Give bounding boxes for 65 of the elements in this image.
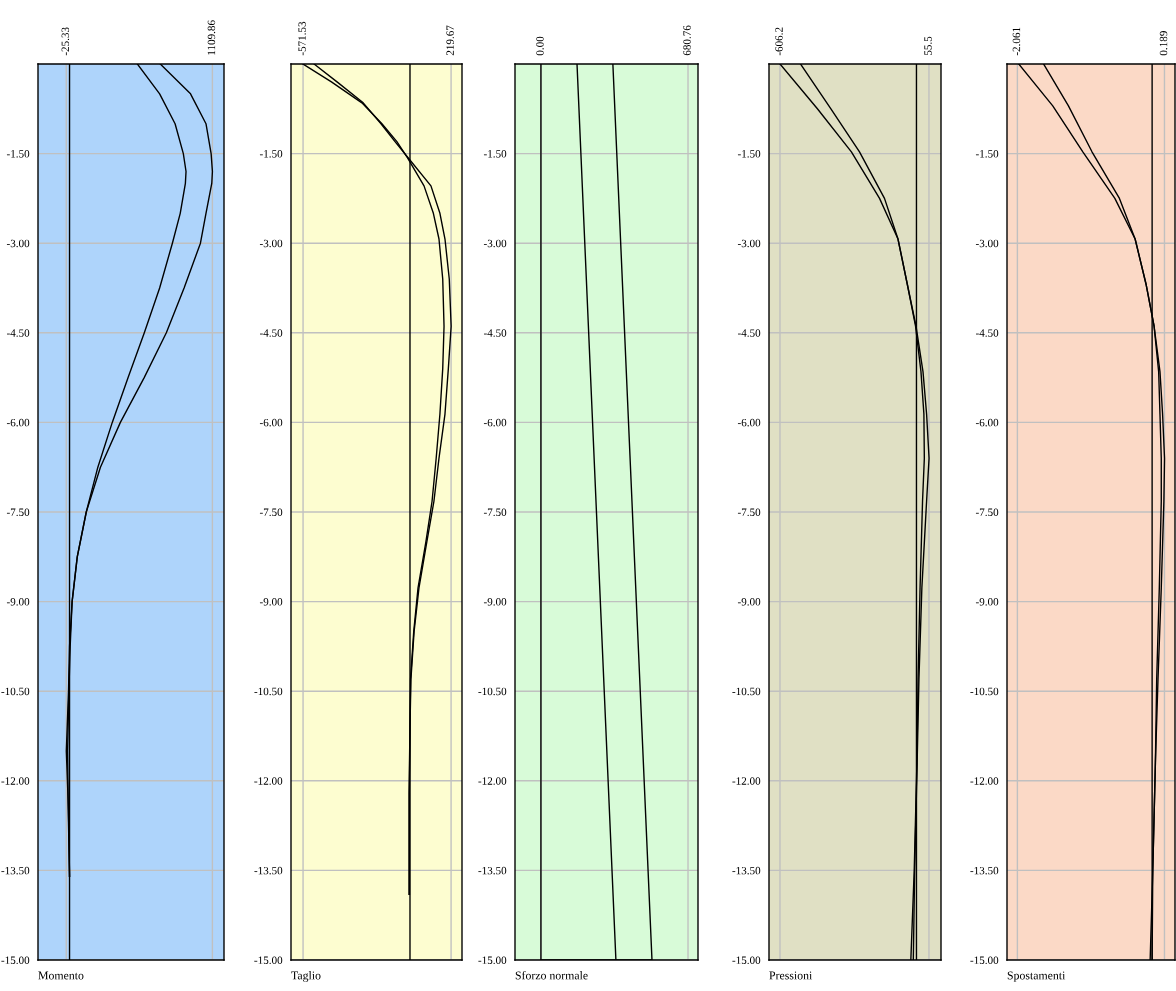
y-tick-label: -1.50 xyxy=(259,150,283,158)
y-tick-label: -12.00 xyxy=(254,777,283,785)
x-tick-label: 1109.86 xyxy=(207,20,216,55)
y-tick-label: -15.00 xyxy=(970,956,999,965)
x-axis-title: Pressioni xyxy=(769,971,813,980)
y-tick-label: -4.50 xyxy=(483,329,507,337)
y-tick-label: -7.50 xyxy=(6,508,30,517)
y-tick-label: -9.00 xyxy=(259,598,283,606)
y-tick-label: -15.00 xyxy=(478,956,507,965)
y-tick-label: -1.50 xyxy=(975,150,999,158)
y-tick-label: -13.50 xyxy=(732,866,761,875)
y-tick-label: -7.50 xyxy=(975,508,999,517)
y-tick-label: -6.00 xyxy=(737,418,761,427)
y-tick-label: -4.50 xyxy=(6,329,30,337)
x-tick-label: 0.189 xyxy=(1159,31,1168,56)
y-tick-label: -12.00 xyxy=(478,777,507,785)
y-tick-label: -1.50 xyxy=(483,150,507,158)
y-tick-label: -15.00 xyxy=(1,956,30,965)
y-tick-label: -3.00 xyxy=(259,239,283,248)
y-tick-label: -9.00 xyxy=(483,598,507,606)
x-tick-label: -25.33 xyxy=(61,27,70,56)
y-tick-label: -13.50 xyxy=(254,866,283,875)
y-tick-label: -12.00 xyxy=(970,777,999,785)
x-tick-label: -571.53 xyxy=(298,21,306,56)
y-tick-label: -7.50 xyxy=(259,508,283,517)
y-tick-label: -3.00 xyxy=(975,239,999,248)
y-tick-label: -6.00 xyxy=(6,418,30,427)
y-tick-label: -4.50 xyxy=(975,329,999,337)
y-tick-label: -6.00 xyxy=(975,418,999,427)
y-tick-label: -7.50 xyxy=(737,508,761,517)
y-tick-label: -15.00 xyxy=(254,956,283,965)
x-tick-label: -606.2 xyxy=(775,27,783,56)
y-tick-label: -10.50 xyxy=(1,687,30,696)
y-tick-label: -3.00 xyxy=(737,239,761,248)
y-tick-label: -7.50 xyxy=(483,508,507,517)
y-tick-label: -6.00 xyxy=(483,418,507,427)
y-tick-label: -13.50 xyxy=(478,866,507,875)
y-tick-label: -4.50 xyxy=(737,329,761,337)
x-axis-title: Momento xyxy=(38,971,84,980)
x-tick-label: 680.76 xyxy=(683,25,691,56)
y-tick-label: -1.50 xyxy=(6,150,30,158)
x-tick-label: 0.00 xyxy=(536,36,544,56)
y-tick-label: -3.00 xyxy=(483,239,507,248)
x-axis-title: Sforzo normale xyxy=(515,970,588,980)
y-tick-label: -6.00 xyxy=(259,418,283,427)
x-axis-title: Spostamenti xyxy=(1007,971,1066,982)
y-tick-label: -12.00 xyxy=(1,777,30,785)
y-tick-label: -10.50 xyxy=(478,687,507,696)
y-tick-label: -1.50 xyxy=(737,150,761,158)
y-tick-label: -3.00 xyxy=(6,239,30,248)
y-tick-label: -4.50 xyxy=(259,329,283,337)
y-tick-label: -13.50 xyxy=(970,866,999,875)
y-tick-label: -13.50 xyxy=(1,866,30,875)
x-axis-title: Taglio xyxy=(291,971,321,982)
x-tick-label: 219.67 xyxy=(446,25,454,56)
y-tick-label: -9.00 xyxy=(737,598,761,606)
y-tick-label: -15.00 xyxy=(732,956,761,965)
x-tick-label: -2.061 xyxy=(1012,27,1021,56)
y-tick-label: -10.50 xyxy=(254,687,283,696)
x-tick-label: 55.5 xyxy=(924,36,932,56)
y-tick-label: -10.50 xyxy=(732,687,761,696)
y-tick-label: -9.00 xyxy=(6,598,30,606)
y-tick-label: -12.00 xyxy=(732,777,761,785)
y-tick-label: -10.50 xyxy=(970,687,999,696)
y-tick-label: -9.00 xyxy=(975,598,999,606)
